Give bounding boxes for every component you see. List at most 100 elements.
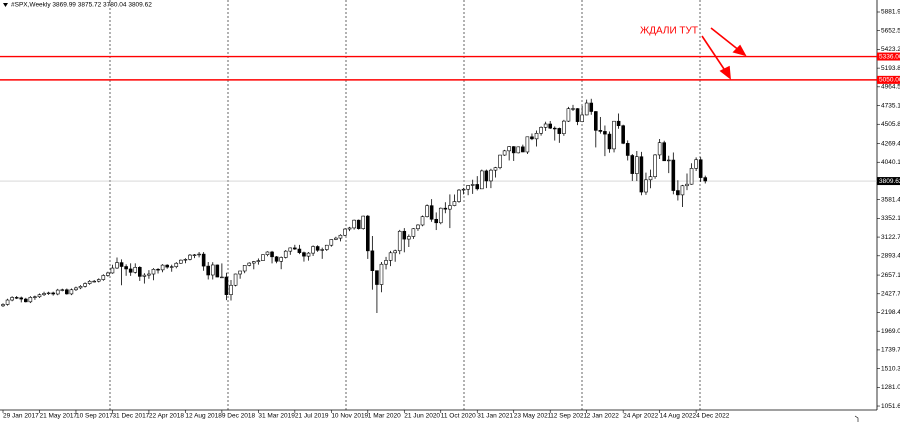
candle-body [37, 294, 42, 298]
x-tick-label: 22 Apr 2018 [149, 413, 184, 420]
candle-body [438, 207, 443, 224]
candle-body [534, 132, 539, 140]
candle-body [306, 252, 311, 257]
candle-body [83, 283, 87, 287]
candle-body [147, 273, 151, 276]
candle-body [192, 254, 197, 256]
y-tick-label: 2198.40 [881, 309, 900, 316]
candle-body [402, 230, 407, 240]
candle-body [343, 228, 347, 236]
last-price-box [877, 177, 900, 186]
y-tick-label: 1281.00 [881, 384, 900, 391]
candle-body [334, 237, 338, 240]
candle-body [407, 236, 411, 240]
candle-body [274, 256, 279, 262]
y-tick-label: 2893.40 [881, 253, 900, 260]
candle-body [653, 154, 657, 177]
arrow-head [719, 65, 731, 80]
candle-body [662, 142, 667, 162]
candle-body [603, 131, 607, 135]
x-tick-label: 31 Dec 2017 [112, 413, 149, 420]
x-tick-label: 21 Jun 2020 [404, 413, 440, 420]
x-tick-label: 31 Mar 2019 [258, 413, 295, 420]
candle-body [60, 289, 65, 291]
candle-body [288, 247, 293, 252]
period-separators [109, 0, 701, 410]
candle-body [270, 251, 274, 258]
candle-body [115, 262, 119, 269]
header: #SPX,Weekly 3869.99 3875.72 3780.04 3809… [11, 2, 152, 9]
candle-body [580, 114, 584, 122]
candle-body [233, 273, 238, 286]
y-tick-label: 5423.20 [881, 46, 900, 53]
x-tick-label: 10 Nov 2019 [331, 413, 368, 420]
candle-body [106, 272, 110, 276]
menu-icon[interactable] [3, 3, 8, 7]
candle-body [238, 270, 242, 275]
candle-body [110, 267, 115, 274]
x-tick-label: 21 Jul 2019 [295, 413, 329, 420]
candle-body [165, 264, 169, 268]
x-tick-label: 31 Jan 2021 [477, 413, 513, 420]
candle-body [461, 188, 466, 191]
candle-body [224, 276, 229, 295]
arrow [710, 27, 741, 52]
candle-body [698, 159, 703, 178]
candle-body [612, 120, 616, 150]
candle-body [425, 205, 429, 217]
candle-body [498, 154, 502, 168]
candle-body [452, 201, 457, 206]
level-label-box [877, 75, 900, 84]
candle-body [365, 215, 370, 252]
candle-body [14, 297, 19, 299]
candle-body [630, 155, 635, 174]
candle-body [475, 184, 480, 190]
arrow-head [732, 44, 747, 57]
candle-body [188, 254, 192, 260]
candle-body [562, 120, 566, 134]
candle-body [557, 128, 562, 134]
x-tick-label: 9 Dec 2018 [222, 413, 256, 420]
x-tick-label: 10 Sep 2017 [76, 413, 113, 420]
candle-body [397, 230, 402, 252]
candle-body [179, 259, 183, 264]
candle-body [507, 146, 511, 152]
candle-body [466, 185, 470, 190]
annotation: ЖДАЛИ ТУТ [640, 26, 698, 37]
candle-body [220, 276, 224, 279]
candle-body [420, 216, 425, 226]
candle-body [635, 156, 639, 174]
x-tick-label: 23 May 2021 [514, 413, 552, 420]
candle-body [429, 205, 434, 220]
candle-body [388, 252, 393, 261]
candle-body [489, 169, 493, 182]
candle-body [142, 274, 147, 277]
candle-body [78, 286, 83, 289]
candle-body [133, 267, 138, 273]
corner-mark [854, 415, 859, 422]
candle-body [320, 249, 325, 251]
x-tick-label: 21 May 2017 [39, 413, 77, 420]
x-tick-label: 29 Jan 2017 [3, 413, 39, 420]
candle-body [42, 293, 46, 296]
candle-body [128, 268, 133, 273]
arrow [701, 35, 727, 73]
candle-body [92, 280, 96, 283]
candle-body [297, 248, 302, 253]
y-tick-label: 4505.80 [881, 121, 900, 128]
candle-body [493, 167, 498, 171]
candle-body [379, 263, 384, 285]
candle-body [261, 254, 265, 261]
candle-body [256, 260, 261, 262]
candle-body [511, 146, 516, 154]
candle-body [74, 287, 78, 291]
candle-body [174, 262, 179, 267]
candle-body [521, 146, 525, 153]
candle-body [516, 146, 521, 154]
candle-body [156, 268, 160, 271]
y-tick-label: 5193.85 [881, 65, 900, 72]
candle-body [470, 184, 475, 186]
y-tick-label: 4269.45 [881, 140, 900, 147]
candle-body [393, 250, 397, 254]
candle-body [361, 215, 366, 229]
